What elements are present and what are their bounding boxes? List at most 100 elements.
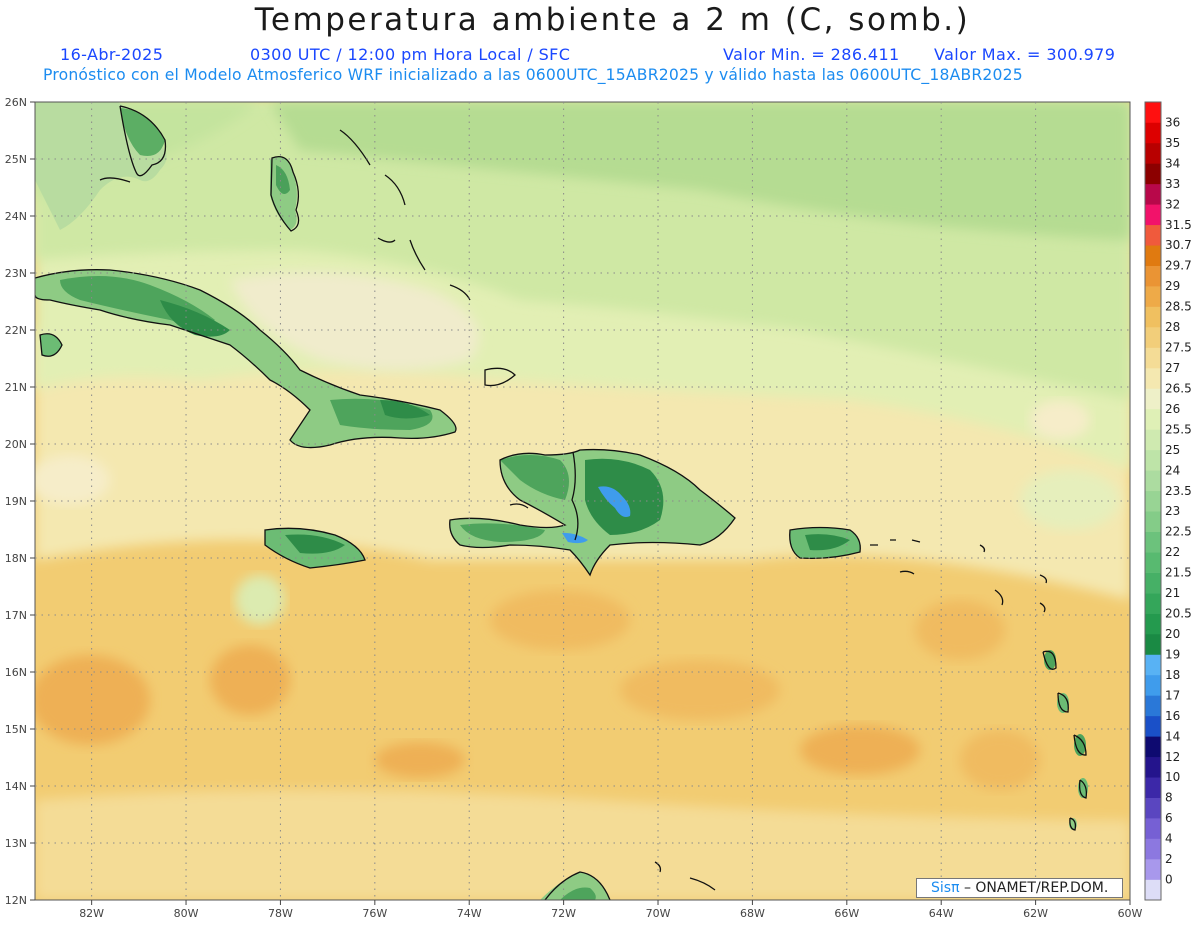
colorbar-label: 26: [1165, 402, 1180, 416]
lon-tick-label: 66W: [834, 907, 859, 920]
lon-tick-label: 70W: [646, 907, 671, 920]
colorbar-label: 24: [1165, 463, 1180, 477]
colorbar-swatch: [1145, 593, 1161, 614]
colorbar-label: 25.5: [1165, 422, 1192, 436]
credit-label: Sisπ – ONAMET/REP.DOM.: [916, 878, 1123, 898]
colorbar-swatch: [1145, 695, 1161, 717]
lon-tick-label: 60W: [1118, 907, 1143, 920]
colorbar-swatch: [1145, 756, 1161, 778]
colorbar-swatch: [1145, 429, 1161, 451]
colorbar-label: 6: [1165, 811, 1173, 825]
colorbar-label: 29: [1165, 279, 1180, 293]
lat-tick-label: 24N: [5, 210, 27, 223]
colorbar-swatch: [1145, 245, 1161, 266]
lat-tick-label: 21N: [5, 381, 27, 394]
colorbar-swatch: [1145, 715, 1161, 737]
colorbar-swatch: [1145, 838, 1161, 860]
lat-tick-label: 15N: [5, 723, 27, 736]
colorbar-swatch: [1145, 674, 1161, 696]
forecast-time: 0300 UTC / 12:00 pm Hora Local / SFC: [250, 45, 571, 64]
colorbar-label: 27.5: [1165, 341, 1192, 355]
colorbar-swatch: [1145, 879, 1161, 901]
colorbar-label: 25: [1165, 443, 1180, 457]
colorbar-swatch: [1145, 388, 1161, 410]
colorbar-swatch: [1145, 654, 1161, 676]
colorbar-label: 22: [1165, 545, 1180, 559]
colorbar-swatch: [1145, 122, 1161, 144]
forecast-date: 16-Abr-2025: [60, 45, 164, 64]
credit-text: – ONAMET/REP.DOM.: [959, 880, 1109, 896]
lat-tick-label: 26N: [5, 96, 27, 109]
colorbar-swatch: [1145, 470, 1161, 492]
colorbar-swatch: [1145, 224, 1161, 246]
min-value: Valor Min. = 286.411: [723, 45, 900, 64]
colorbar-swatch: [1145, 552, 1161, 573]
colorbar-label: 34: [1165, 156, 1180, 170]
colorbar-swatch: [1145, 347, 1161, 369]
lat-tick-label: 13N: [5, 837, 27, 850]
colorbar-swatch: [1145, 286, 1161, 307]
lat-tick-label: 17N: [5, 609, 27, 622]
colorbar-swatch: [1145, 490, 1161, 512]
colorbar-swatch: [1145, 572, 1161, 594]
colorbar-label: 33: [1165, 177, 1180, 191]
colorbar-label: 28.5: [1165, 300, 1192, 314]
map-axes: 26N 25N 24N 23N 22N 21N 20N 19N 18N 17N 16N 15N 14N 1…: [5, 96, 1143, 920]
colorbar-swatch: [1145, 531, 1161, 553]
colorbar-label: 36: [1165, 115, 1180, 129]
colorbar-label: 17: [1165, 688, 1180, 702]
colorbar-label: 21: [1165, 586, 1180, 600]
colorbar-label: 12: [1165, 750, 1180, 764]
colorbar-frame: [1144, 101, 1162, 901]
lon-tick-label: 64W: [929, 907, 954, 920]
lon-tick-label: 72W: [551, 907, 576, 920]
colorbar-label: 19: [1165, 647, 1180, 661]
colorbar-swatch: [1145, 408, 1161, 430]
lon-tick-label: 78W: [268, 907, 293, 920]
colorbar-swatch: [1145, 634, 1161, 655]
lat-tick-label: 23N: [5, 267, 27, 280]
colorbar-swatch: [1145, 102, 1161, 123]
colorbar-label: 8: [1165, 791, 1173, 805]
colorbar-swatch: [1145, 511, 1161, 532]
coastlines: [35, 105, 1088, 900]
colorbar-label: 20.5: [1165, 607, 1192, 621]
colorbar-label: 21.5: [1165, 566, 1192, 580]
colorbar-swatch: [1145, 859, 1161, 880]
lon-tick-label: 80W: [174, 907, 199, 920]
lon-tick-label: 82W: [79, 907, 104, 920]
colorbar-swatch: [1145, 204, 1161, 226]
colorbar-swatch: [1145, 142, 1161, 164]
colorbar: 02468101214161718192020.52121.52222.5232…: [1144, 101, 1192, 901]
colorbar-swatch: [1145, 777, 1161, 798]
colorbar-swatch: [1145, 797, 1161, 819]
colorbar-label: 28: [1165, 320, 1180, 334]
colorbar-label: 27: [1165, 361, 1180, 375]
lat-tick-label: 25N: [5, 153, 27, 166]
colorbar-label: 14: [1165, 729, 1180, 743]
lat-tick-label: 12N: [5, 894, 27, 907]
colorbar-swatch: [1145, 306, 1161, 328]
lon-tick-label: 74W: [457, 907, 482, 920]
colorbar-swatch: [1145, 368, 1161, 389]
max-value: Valor Max. = 300.979: [934, 45, 1116, 64]
colorbar-label: 2: [1165, 852, 1173, 866]
colorbar-swatch: [1145, 163, 1161, 185]
colorbar-label: 30.7: [1165, 238, 1192, 252]
colorbar-label: 22.5: [1165, 525, 1192, 539]
colorbar-swatch: [1145, 265, 1161, 287]
colorbar-swatch: [1145, 327, 1161, 348]
lon-tick-label: 76W: [362, 907, 387, 920]
colorbar-label: 35: [1165, 136, 1180, 150]
colorbar-swatch: [1145, 613, 1161, 635]
colorbar-label: 31.5: [1165, 218, 1192, 232]
lon-tick-label: 62W: [1023, 907, 1048, 920]
graticule: [35, 102, 1130, 900]
colorbar-label: 32: [1165, 197, 1180, 211]
map-title: Temperatura ambiente a 2 m (C, somb.): [254, 2, 971, 38]
colorbar-swatch: [1145, 818, 1161, 839]
colorbar-swatch: [1145, 736, 1161, 758]
colorbar-label: 29.7: [1165, 259, 1192, 273]
colorbar-label: 26.5: [1165, 381, 1192, 395]
colorbar-label: 20: [1165, 627, 1180, 641]
